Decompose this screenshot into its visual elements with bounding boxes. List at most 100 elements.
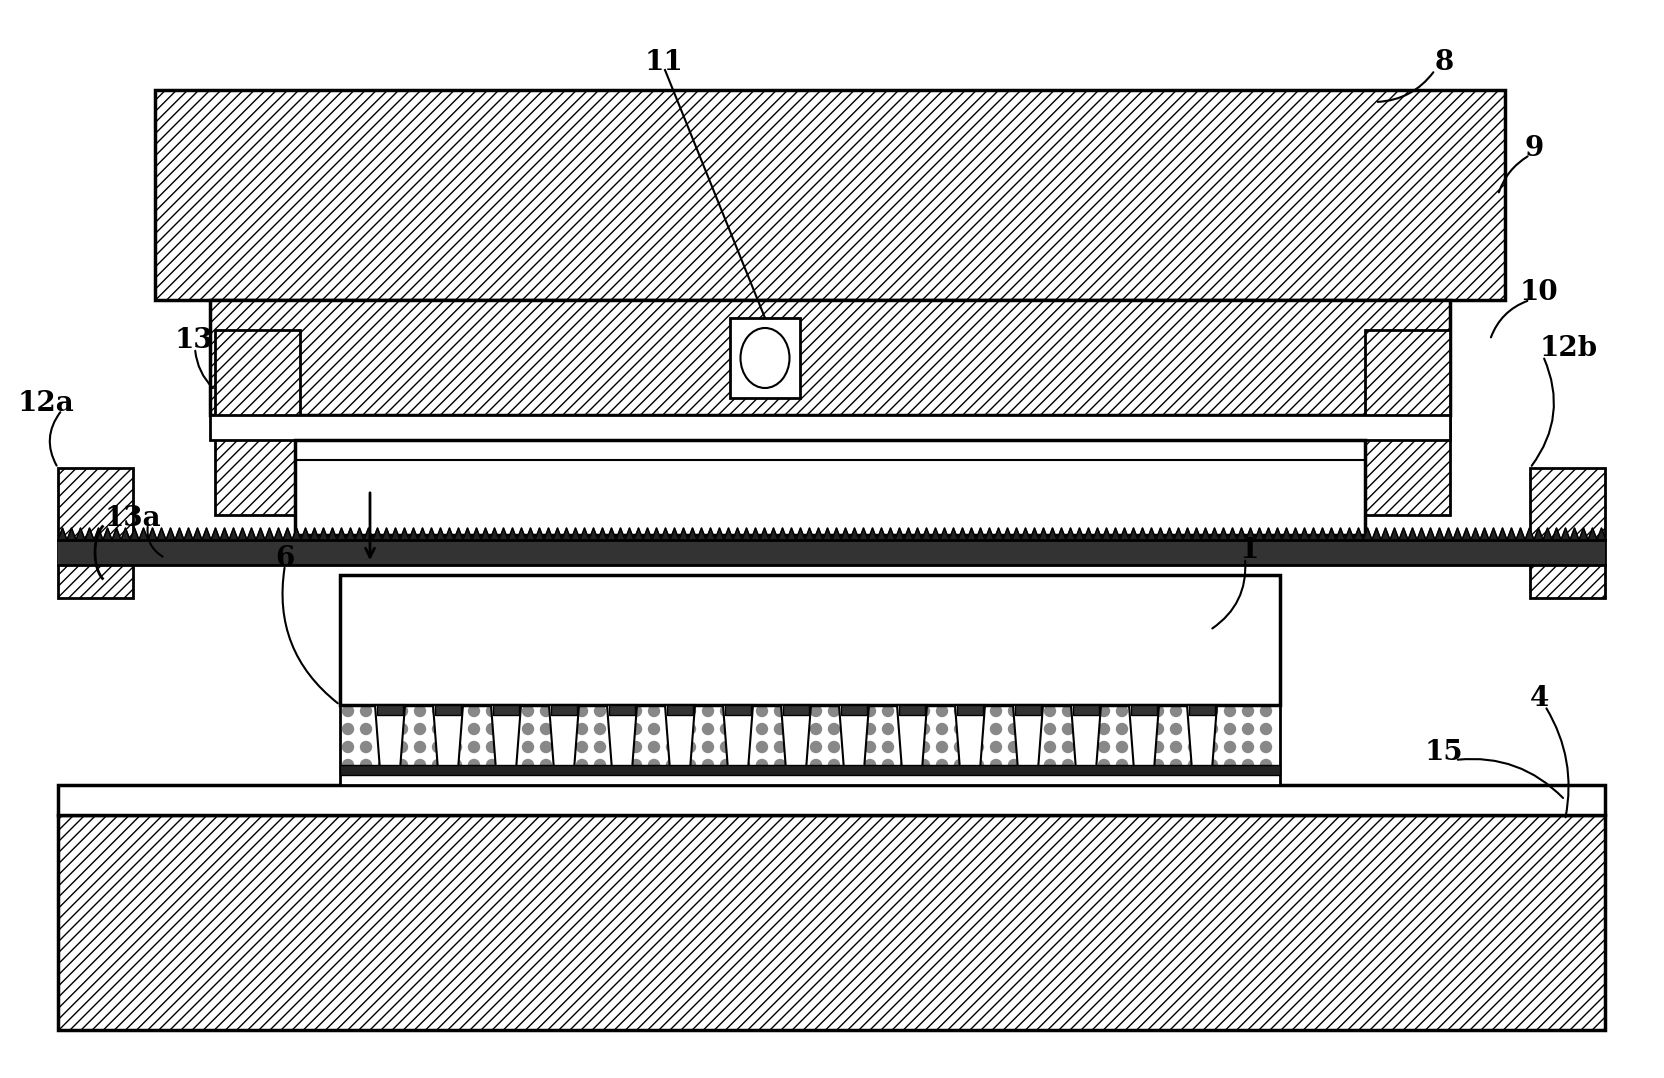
Circle shape — [1027, 705, 1037, 717]
Circle shape — [1151, 705, 1163, 717]
Polygon shape — [58, 528, 1606, 540]
Circle shape — [829, 705, 839, 717]
Circle shape — [953, 760, 965, 771]
Circle shape — [721, 742, 730, 752]
Circle shape — [845, 760, 857, 771]
Circle shape — [684, 705, 696, 717]
Circle shape — [468, 760, 479, 771]
Circle shape — [1080, 723, 1092, 734]
Circle shape — [378, 723, 389, 734]
Polygon shape — [491, 705, 521, 770]
Bar — [551, 705, 577, 715]
Circle shape — [792, 705, 804, 717]
Circle shape — [468, 705, 479, 717]
Circle shape — [1027, 742, 1037, 752]
Circle shape — [647, 705, 659, 717]
Circle shape — [953, 723, 965, 734]
Circle shape — [1206, 705, 1216, 717]
Circle shape — [361, 723, 371, 734]
Circle shape — [1206, 723, 1216, 734]
Circle shape — [1151, 723, 1163, 734]
Circle shape — [666, 723, 677, 734]
Circle shape — [1170, 705, 1181, 717]
Circle shape — [1260, 760, 1271, 771]
Circle shape — [810, 742, 820, 752]
Circle shape — [845, 723, 857, 734]
Circle shape — [1223, 705, 1235, 717]
Circle shape — [845, 742, 857, 752]
Circle shape — [1008, 705, 1018, 717]
Text: 15: 15 — [1424, 738, 1463, 765]
Circle shape — [990, 760, 1002, 771]
Bar — [58, 815, 1604, 1029]
Bar — [1072, 705, 1098, 715]
Circle shape — [1241, 723, 1253, 734]
Circle shape — [647, 760, 659, 771]
Circle shape — [666, 742, 677, 752]
Circle shape — [702, 723, 714, 734]
Circle shape — [684, 723, 696, 734]
Circle shape — [702, 705, 714, 717]
Bar — [58, 540, 1604, 565]
Circle shape — [504, 742, 516, 752]
Circle shape — [504, 760, 516, 771]
Circle shape — [522, 705, 532, 717]
Circle shape — [433, 705, 443, 717]
Circle shape — [378, 742, 389, 752]
Circle shape — [935, 742, 947, 752]
Bar — [899, 705, 925, 715]
Circle shape — [557, 705, 569, 717]
Circle shape — [612, 760, 622, 771]
Circle shape — [1080, 760, 1092, 771]
Circle shape — [1098, 723, 1108, 734]
Circle shape — [919, 742, 929, 752]
Circle shape — [900, 760, 910, 771]
Bar — [609, 705, 634, 715]
Circle shape — [1080, 705, 1092, 717]
Circle shape — [919, 705, 929, 717]
Circle shape — [631, 742, 641, 752]
Circle shape — [702, 760, 714, 771]
Polygon shape — [722, 705, 752, 770]
Circle shape — [810, 705, 820, 717]
Circle shape — [1027, 760, 1037, 771]
Bar — [339, 575, 1280, 705]
Circle shape — [414, 723, 426, 734]
Circle shape — [1117, 742, 1127, 752]
Circle shape — [1188, 742, 1198, 752]
Circle shape — [343, 742, 353, 752]
Bar — [339, 705, 1280, 785]
Circle shape — [631, 705, 641, 717]
Circle shape — [1241, 760, 1253, 771]
Circle shape — [864, 760, 875, 771]
Text: 6: 6 — [275, 544, 295, 571]
Circle shape — [900, 723, 910, 734]
Circle shape — [935, 760, 947, 771]
Polygon shape — [1012, 705, 1042, 770]
Circle shape — [631, 723, 641, 734]
Circle shape — [486, 760, 498, 771]
Circle shape — [864, 723, 875, 734]
Circle shape — [1223, 760, 1235, 771]
Circle shape — [557, 742, 569, 752]
Circle shape — [468, 723, 479, 734]
Circle shape — [774, 742, 785, 752]
Text: 1: 1 — [1240, 537, 1258, 564]
Circle shape — [433, 723, 443, 734]
Circle shape — [647, 742, 659, 752]
Circle shape — [919, 723, 929, 734]
Circle shape — [684, 742, 696, 752]
Bar — [1130, 705, 1156, 715]
Circle shape — [1170, 760, 1181, 771]
Circle shape — [1133, 705, 1145, 717]
Circle shape — [739, 705, 749, 717]
Circle shape — [361, 705, 371, 717]
Bar — [493, 705, 519, 715]
Circle shape — [829, 723, 839, 734]
Circle shape — [1188, 760, 1198, 771]
Circle shape — [1043, 742, 1055, 752]
Circle shape — [594, 742, 606, 752]
Circle shape — [1260, 705, 1271, 717]
Circle shape — [343, 760, 353, 771]
Circle shape — [755, 760, 767, 771]
